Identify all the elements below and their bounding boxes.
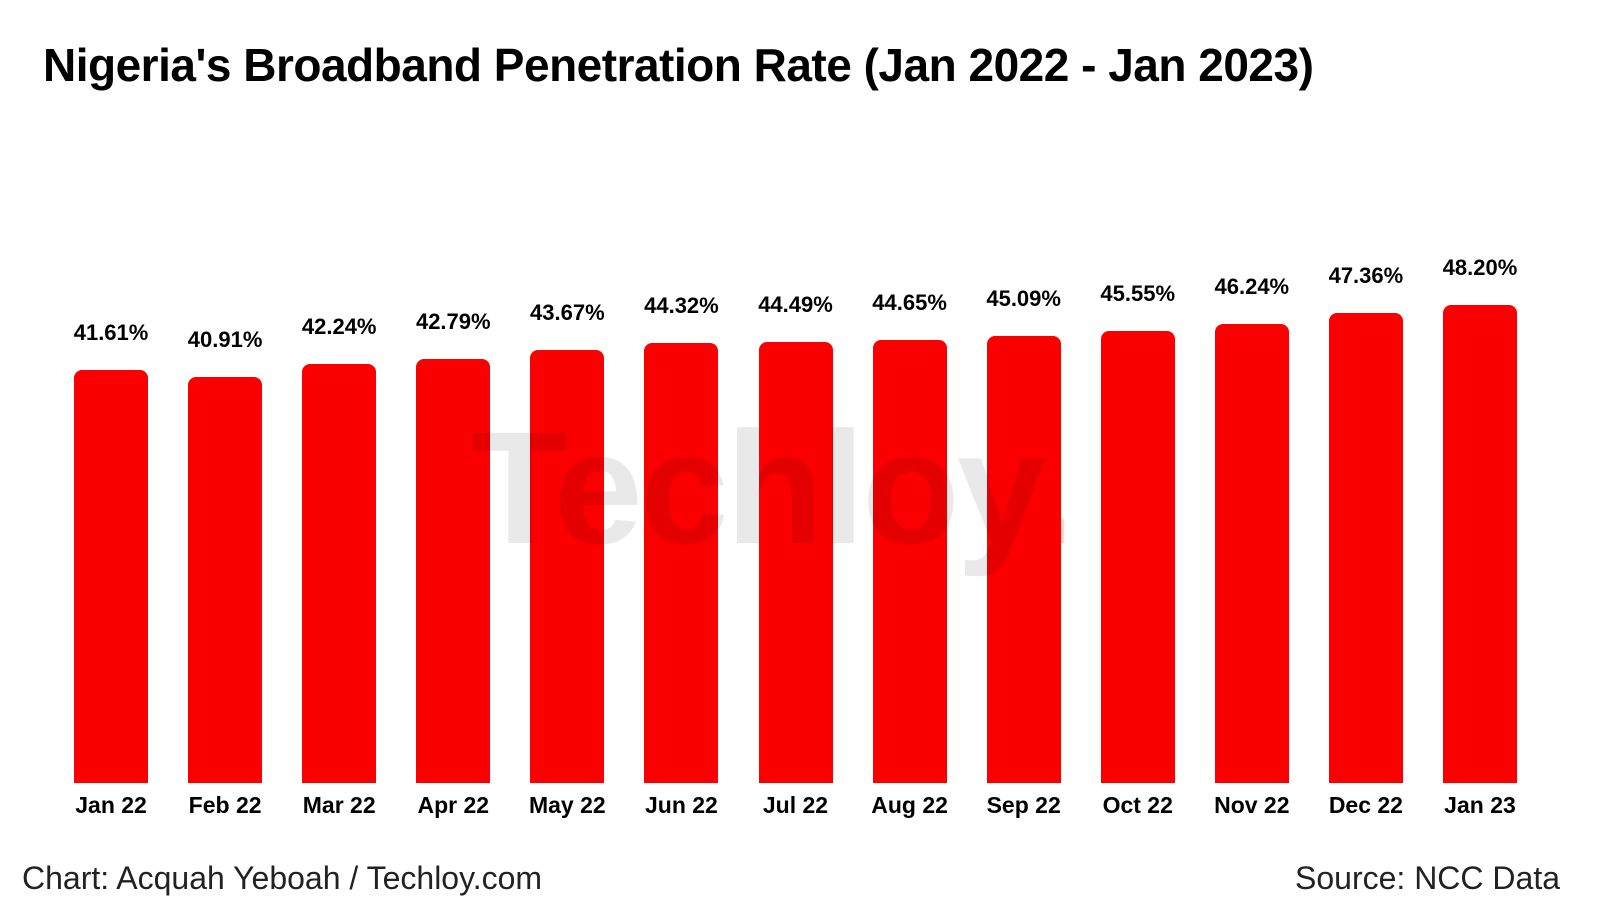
x-axis-label: Feb 22 xyxy=(188,792,262,818)
bar-value-label: 40.91% xyxy=(187,327,263,352)
x-axis-label: Oct 22 xyxy=(1102,792,1173,818)
bar-value-label: 47.36% xyxy=(1328,263,1404,288)
bar-column: 42.79% xyxy=(396,309,510,783)
bar xyxy=(530,350,605,783)
x-axis-label: Nov 22 xyxy=(1214,792,1290,818)
x-axis-label: Apr 22 xyxy=(417,792,490,818)
x-axis-label: Sep 22 xyxy=(986,792,1061,818)
chart-title: Nigeria's Broadband Penetration Rate (Ja… xyxy=(43,39,1314,91)
x-axis-labels: Jan 22 Feb 22 Mar 22 Apr 22 May 22 Jun 22 Jul … xyxy=(54,792,1537,819)
x-axis-label: May 22 xyxy=(528,792,606,818)
bar xyxy=(1328,313,1403,783)
bar xyxy=(758,342,833,783)
data-source: Source: NCC Data xyxy=(1295,860,1560,896)
bar-value-label: 45.09% xyxy=(986,286,1061,311)
chart-credit: Chart: Acquah Yeboah / Techloy.com xyxy=(22,860,543,896)
bar-value-label: 48.20% xyxy=(1442,255,1518,280)
bar-value-label: 41.61% xyxy=(73,320,149,345)
bar-value-label: 45.55% xyxy=(1100,281,1176,306)
bar xyxy=(302,364,377,783)
bar-value-label: 44.32% xyxy=(644,293,719,318)
bar-value-label: 46.24% xyxy=(1214,274,1290,299)
bar-column: 44.32% xyxy=(624,293,738,783)
bar-value-label: 44.65% xyxy=(872,290,947,315)
bar xyxy=(1100,331,1175,783)
bar-column: 43.67% xyxy=(510,300,624,783)
x-axis-label: Jan 23 xyxy=(1444,792,1516,818)
bar-value-label: 42.79% xyxy=(415,309,491,334)
x-axis-label: Dec 22 xyxy=(1328,792,1403,818)
bar xyxy=(872,340,947,783)
bar xyxy=(74,370,149,783)
x-axis-label: Jan 22 xyxy=(75,792,147,818)
bar xyxy=(644,343,719,783)
bar-column: 44.65% xyxy=(853,290,967,783)
bar-column: 45.09% xyxy=(967,286,1081,783)
bar-column: 45.55% xyxy=(1081,281,1195,783)
bar-value-label: 42.24% xyxy=(301,314,377,339)
bar-column: 44.49% xyxy=(738,292,852,783)
bar xyxy=(416,359,491,783)
bar-column: 42.24% xyxy=(282,314,396,783)
x-axis-label: Jun 22 xyxy=(644,792,718,818)
bar-column: 41.61% xyxy=(54,320,168,783)
bar-column: 46.24% xyxy=(1195,274,1309,783)
bar-column: 48.20% xyxy=(1423,255,1537,783)
bar-value-label: 44.49% xyxy=(758,292,833,317)
bar-column: 40.91% xyxy=(168,327,282,783)
x-axis-label: Aug 22 xyxy=(871,792,948,818)
bar xyxy=(986,336,1061,783)
bar xyxy=(188,377,263,783)
bar-value-label: 43.67% xyxy=(530,300,605,325)
bar-column: 47.36% xyxy=(1309,263,1423,783)
bar xyxy=(1442,305,1517,783)
x-axis-label: Jul 22 xyxy=(762,792,829,818)
bar-plot-area: 41.61% 40.91% 42.24% 42.79% 43.67% 44.32% 44.4… xyxy=(54,215,1537,783)
x-axis-label: Mar 22 xyxy=(302,792,376,818)
bar xyxy=(1214,324,1289,783)
